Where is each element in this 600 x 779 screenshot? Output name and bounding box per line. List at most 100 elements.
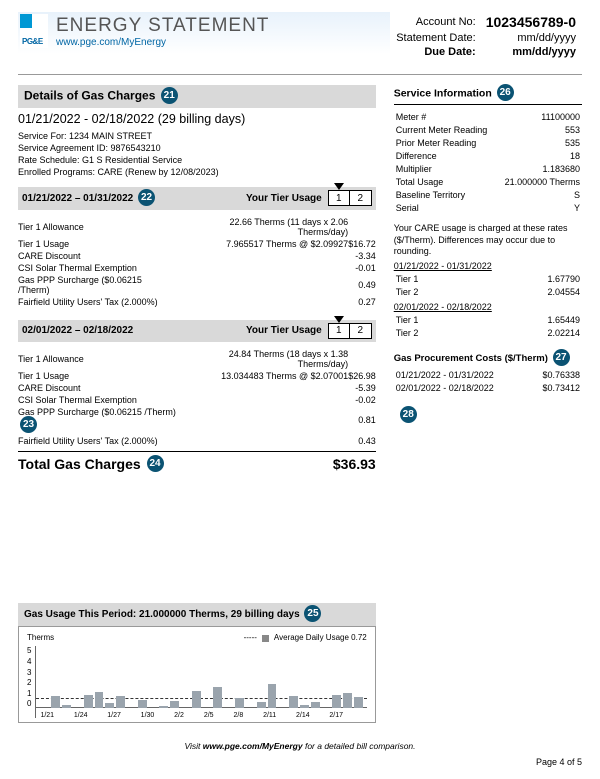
usage-bar (213, 687, 222, 708)
charge-mid (183, 435, 348, 447)
usage-bar (311, 702, 320, 708)
usage-bar (343, 693, 352, 708)
usage-bar (332, 695, 341, 709)
usage-bar (105, 703, 114, 708)
charge-amount: 0.27 (348, 296, 376, 308)
chart-legend: ----- Average Daily Usage 0.72 (244, 633, 367, 642)
callout-21: 21 (161, 87, 178, 104)
tier-box: 2 (350, 190, 372, 206)
service-info-table: Meter #11100000Current Meter Reading553P… (394, 109, 582, 215)
kv-value: S (498, 189, 580, 200)
header: PG&E ENERGY STATEMENT www.pge.com/MyEner… (18, 12, 582, 60)
usage-bar (62, 705, 71, 709)
header-url[interactable]: www.pge.com/MyEnergy (56, 37, 269, 48)
care-note: Your CARE usage is charged at these rate… (394, 223, 582, 258)
charge-mid (173, 296, 348, 308)
charge-label: Tier 1 Allowance (18, 216, 173, 238)
charge-mid: 24.84 Therms (18 days x 1.38 Therms/day) (183, 348, 348, 370)
charge-label: Tier 1 Usage (18, 370, 183, 382)
total-label: Total Gas Charges (18, 456, 141, 472)
page-title: ENERGY STATEMENT (56, 15, 269, 37)
chart-box: Therms ----- Average Daily Usage 0.72 54… (18, 626, 376, 723)
usage-bar (300, 705, 309, 709)
kv-label: Tier 2 (396, 286, 471, 297)
charge-label: Tier 1 Usage (18, 238, 173, 250)
charge-amount: -0.01 (348, 262, 376, 274)
kv-value: 1.65449 (473, 314, 580, 325)
callout-23: 23 (20, 416, 37, 433)
service-info-header: Service Information 26 (394, 85, 582, 105)
usage-bar (116, 696, 125, 708)
period1-range: 01/21/2022 – 01/31/2022 (22, 193, 133, 204)
usage-bar (159, 706, 168, 708)
usage-bar (235, 698, 244, 708)
rate-schedule: Rate Schedule: G1 S Residential Service (18, 154, 376, 166)
charge-amount: -5.39 (348, 382, 376, 394)
statement-date: mm/dd/yyyy (482, 32, 580, 44)
usage-bar (268, 684, 277, 709)
usage-bar (257, 702, 266, 708)
care-p2-label: 02/01/2022 - 02/18/2022 (394, 302, 582, 312)
legend-text: Average Daily Usage 0.72 (274, 633, 367, 642)
due-date: mm/dd/yyyy (482, 46, 580, 58)
left-column: Details of Gas Charges 21 01/21/2022 - 0… (18, 85, 376, 723)
charge-amount (348, 216, 376, 238)
header-left: PG&E ENERGY STATEMENT www.pge.com/MyEner… (18, 12, 390, 54)
kv-value: 553 (498, 124, 580, 135)
kv-label: Total Usage (396, 176, 496, 187)
period2-bar: 02/01/2022 – 02/18/2022 Your Tier Usage … (18, 320, 376, 342)
kv-label: 02/01/2022 - 02/18/2022 (396, 382, 528, 393)
gas-proc-header: Gas Procurement Costs ($/Therm) 27 (394, 350, 582, 367)
period2-tier-label: Your Tier Usage (246, 325, 322, 336)
page-number: Page 4 of 5 (18, 757, 582, 767)
total-row: Total Gas Charges 24 $36.93 (18, 456, 376, 474)
total-amount: $36.93 (333, 456, 376, 472)
usage-bar (354, 697, 363, 708)
kv-value: Y (498, 202, 580, 213)
charge-mid (183, 406, 348, 435)
kv-label: Baseline Territory (396, 189, 496, 200)
statement-date-label: Statement Date: (392, 32, 480, 44)
kv-value: 1.67790 (473, 273, 580, 284)
charge-mid: 7.965517 Therms @ $2.09927 (173, 238, 348, 250)
account-no-label: Account No: (392, 14, 480, 30)
due-date-label: Due Date: (392, 46, 480, 58)
kv-label: Multiplier (396, 163, 496, 174)
account-no: 1023456789-0 (482, 14, 580, 30)
service-info-title: Service Information (394, 87, 492, 99)
kv-value: $0.73412 (530, 382, 580, 393)
tier-box: 1 (328, 323, 350, 339)
kv-label: 01/21/2022 - 01/31/2022 (396, 369, 528, 380)
care-p2-table: Tier 11.65449Tier 22.02214 (394, 312, 582, 340)
chart-title-bar: Gas Usage This Period: 21.000000 Therms,… (18, 603, 376, 626)
chart-title: Gas Usage This Period: 21.000000 Therms,… (24, 609, 300, 620)
callout-26: 26 (497, 84, 514, 101)
kv-label: Current Meter Reading (396, 124, 496, 135)
callout-28: 28 (400, 406, 417, 423)
kv-label: Difference (396, 150, 496, 161)
charge-amount: 0.81 (348, 406, 376, 435)
charge-mid: 13.034483 Therms @ $2.07001 (183, 370, 348, 382)
charge-mid (173, 250, 348, 262)
charge-label: CARE Discount (18, 250, 173, 262)
service-lines: Service For: 1234 MAIN STREET Service Ag… (18, 130, 376, 179)
usage-bar (170, 701, 179, 708)
charge-label: Fairfield Utility Users' Tax (2.000%) (18, 296, 173, 308)
charge-label: Gas PPP Surcharge ($0.06215 /Therm) (18, 274, 173, 296)
right-column: Service Information 26 Meter #11100000Cu… (394, 85, 582, 723)
charge-mid (183, 382, 348, 394)
charge-amount (348, 348, 376, 370)
charge-amount: 0.49 (348, 274, 376, 296)
usage-bar (192, 691, 201, 708)
charge-mid (173, 262, 348, 274)
usage-bar (289, 696, 298, 708)
charge-label: Gas PPP Surcharge ($0.06215 /Therm) 23 (18, 406, 183, 435)
kv-label: Tier 1 (396, 314, 471, 325)
tier-box: 2 (350, 323, 372, 339)
enrolled-programs: Enrolled Programs: CARE (Renew by 12/08/… (18, 166, 376, 178)
charge-label: CSI Solar Thermal Exemption (18, 394, 183, 406)
billing-period: 01/21/2022 - 02/18/2022 (29 billing days… (18, 112, 376, 126)
period1-charges: Tier 1 Allowance22.66 Therms (11 days x … (18, 216, 376, 308)
kv-value: 1.183680 (498, 163, 580, 174)
y-axis: 543210 (27, 646, 35, 718)
